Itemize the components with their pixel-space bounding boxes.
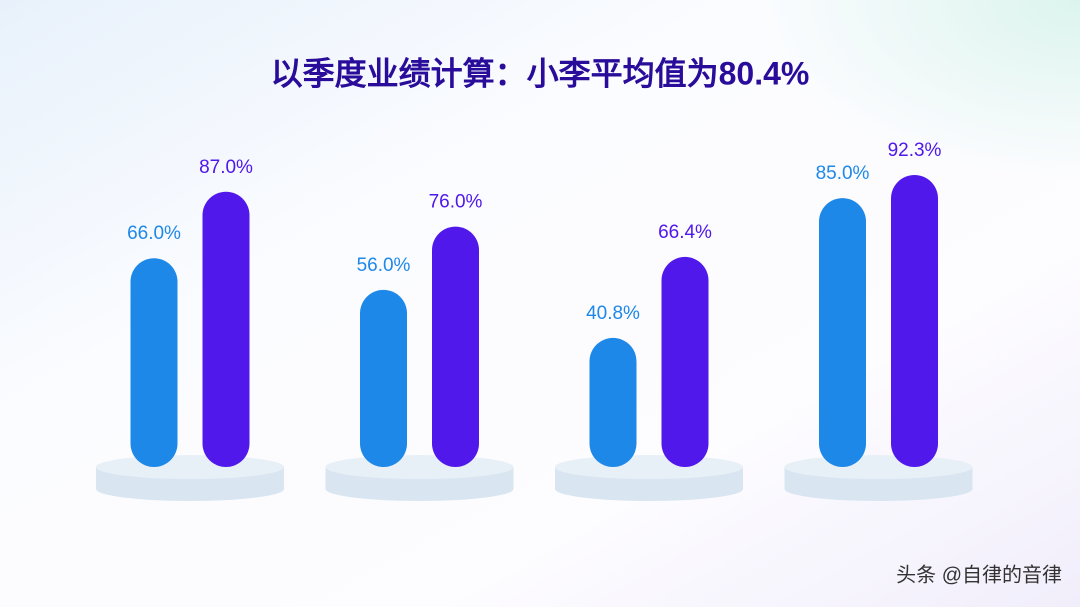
bar bbox=[432, 226, 479, 467]
bar bbox=[360, 289, 407, 467]
pedestal-top bbox=[325, 455, 514, 479]
chart-title: 以季度业绩计算：小李平均值为80.4% bbox=[271, 55, 810, 91]
bar bbox=[589, 337, 637, 467]
bar bbox=[661, 256, 709, 467]
pedestal-top bbox=[555, 455, 743, 479]
data-label: 56.0% bbox=[357, 255, 411, 276]
data-label: 87.0% bbox=[199, 157, 253, 178]
pedestal-top bbox=[96, 455, 284, 479]
data-label: 40.8% bbox=[586, 303, 640, 324]
data-label: 66.4% bbox=[658, 222, 712, 243]
bar bbox=[130, 258, 178, 467]
bar bbox=[891, 175, 938, 467]
data-label: 76.0% bbox=[429, 192, 483, 213]
bar bbox=[819, 198, 866, 468]
data-label: 66.0% bbox=[127, 223, 181, 244]
bar bbox=[202, 191, 250, 467]
pedestal-top bbox=[784, 455, 973, 479]
pedestal-bottom bbox=[784, 477, 973, 501]
pedestal-bottom bbox=[325, 477, 514, 501]
data-label: 92.3% bbox=[888, 140, 942, 161]
pedestal-bottom bbox=[96, 477, 284, 501]
watermark: 头条 @自律的音律 bbox=[896, 563, 1062, 586]
data-label: 85.0% bbox=[816, 163, 870, 184]
pedestal-bottom bbox=[555, 477, 743, 501]
